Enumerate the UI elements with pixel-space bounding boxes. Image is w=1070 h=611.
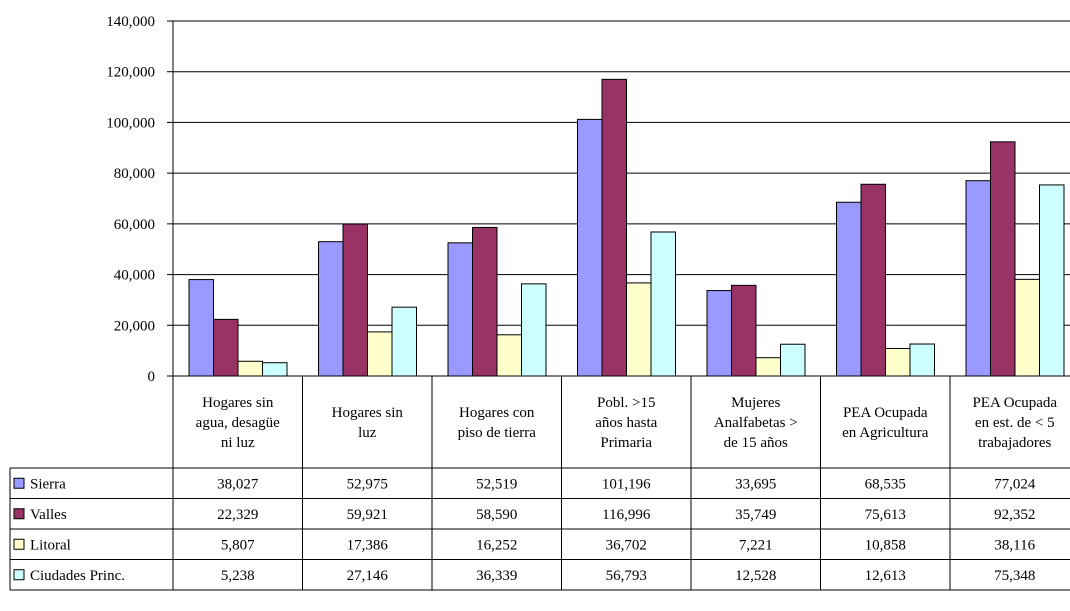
category-label-line: en est. de < 5	[975, 415, 1055, 431]
data-cell: 116,996	[602, 507, 651, 523]
bar-valles	[731, 284, 757, 377]
bar-ciudades-princ	[780, 343, 806, 377]
data-cell: 68,535	[865, 476, 906, 492]
data-cell: 12,613	[865, 568, 906, 584]
data-cell: 36,702	[606, 537, 647, 553]
category-label: PEA Ocupada en est. de < 5 trabajadores	[972, 395, 1057, 451]
y-tick-label: 140,000	[106, 14, 155, 30]
legend-label: Ciudades Princ.	[30, 568, 125, 584]
category-label-line: Primaria	[600, 435, 652, 451]
y-tick-label: 120,000	[106, 65, 155, 81]
category-label: Hogares sin agua, desagüe ni luz	[196, 395, 280, 451]
bar-sierra	[188, 279, 214, 377]
category-label-line: PEA Ocupada	[843, 405, 928, 421]
legend-label: Sierra	[30, 476, 66, 492]
y-tick-label: 40,000	[114, 268, 155, 284]
bar-litoral	[496, 334, 522, 377]
data-cell: 35,749	[735, 507, 776, 523]
bar-valles	[601, 78, 627, 377]
bar-litoral	[626, 282, 652, 377]
bar-litoral	[885, 347, 911, 377]
bar-ciudades-princ	[262, 362, 288, 377]
category-label: Mujeres Analfabetas > de 15 años	[714, 395, 798, 451]
y-tick-label: 100,000	[106, 115, 155, 131]
bar-sierra	[318, 241, 344, 377]
data-cell: 92,352	[994, 507, 1035, 523]
data-cell: 36,339	[476, 568, 517, 584]
category-label-line: Hogares con	[459, 405, 535, 421]
legend-key	[13, 569, 25, 581]
data-cell: 27,146	[347, 568, 389, 584]
bar-sierra	[965, 180, 991, 377]
data-cell: 16,252	[476, 537, 517, 553]
category-label: PEA Ocupada en Agricultura	[842, 405, 929, 441]
bar-valles	[472, 226, 498, 377]
legend-key	[13, 538, 25, 550]
data-cell: 75,613	[865, 507, 906, 523]
category-label-line: Mujeres	[731, 395, 780, 411]
bar-ciudades-princ	[521, 283, 547, 377]
category-label-line: trabajadores	[978, 435, 1051, 451]
y-tick-label: 80,000	[114, 166, 155, 182]
legend-key	[13, 508, 25, 520]
bar-ciudades-princ	[650, 231, 676, 377]
category-label-line: piso de tierra	[458, 425, 537, 441]
y-tick-label: 60,000	[114, 217, 155, 233]
bar-ciudades-princ	[1039, 184, 1065, 377]
category-label-line: Hogares sin	[332, 405, 404, 421]
bar-sierra	[836, 201, 862, 377]
data-cell: 7,221	[739, 537, 773, 553]
bar-litoral	[367, 331, 393, 377]
y-tick-label: 20,000	[114, 318, 155, 334]
category-label: Pobl. >15 años hasta Primaria	[595, 395, 657, 451]
data-cell: 101,196	[602, 476, 651, 492]
data-cell: 5,807	[221, 537, 255, 553]
data-cell: 17,386	[347, 537, 389, 553]
data-cell: 22,329	[217, 507, 258, 523]
category-label-line: PEA Ocupada	[972, 395, 1057, 411]
legend-label: Litoral	[30, 537, 71, 553]
bar-sierra	[447, 242, 473, 377]
data-cell: 75,348	[994, 568, 1035, 584]
bar-litoral	[1014, 278, 1040, 377]
bar-valles	[213, 318, 239, 377]
bar-litoral	[237, 360, 263, 377]
category-label-line: en Agricultura	[842, 425, 929, 441]
data-cell: 59,921	[347, 507, 388, 523]
category-label-line: Pobl. >15	[597, 395, 655, 411]
category-label-line: agua, desagüe	[196, 415, 280, 431]
data-cell: 52,975	[347, 476, 388, 492]
bar-ciudades-princ	[391, 306, 417, 377]
bar-valles	[990, 141, 1016, 377]
category-label-line: luz	[358, 425, 377, 441]
data-cell: 56,793	[606, 568, 647, 584]
data-cell: 12,528	[735, 568, 776, 584]
data-cell: 33,695	[735, 476, 776, 492]
category-label-line: de 15 años	[724, 435, 788, 451]
data-cell: 77,024	[994, 476, 1036, 492]
y-tick-label: 0	[148, 369, 156, 385]
bar-sierra	[577, 118, 603, 377]
legend-key	[13, 477, 25, 489]
category-label: Hogares sin luz	[332, 405, 404, 441]
bar-sierra	[706, 290, 732, 377]
data-cell: 38,116	[994, 537, 1035, 553]
category-label: Hogares con piso de tierra	[458, 405, 537, 441]
category-label-line: años hasta	[595, 415, 657, 431]
category-label-line: Analfabetas >	[714, 415, 798, 431]
data-cell: 52,519	[476, 476, 517, 492]
bar-valles	[860, 183, 886, 377]
data-cell: 38,027	[217, 476, 259, 492]
bar-valles	[342, 223, 368, 377]
category-label-line: ni luz	[221, 435, 255, 451]
data-cell: 58,590	[476, 507, 517, 523]
legend-label: Valles	[30, 507, 67, 523]
bar-ciudades-princ	[909, 343, 935, 377]
bar-litoral	[755, 357, 781, 377]
data-cell: 10,858	[865, 537, 906, 553]
data-cell: 5,238	[221, 568, 255, 584]
category-label-line: Hogares sin	[202, 395, 274, 411]
